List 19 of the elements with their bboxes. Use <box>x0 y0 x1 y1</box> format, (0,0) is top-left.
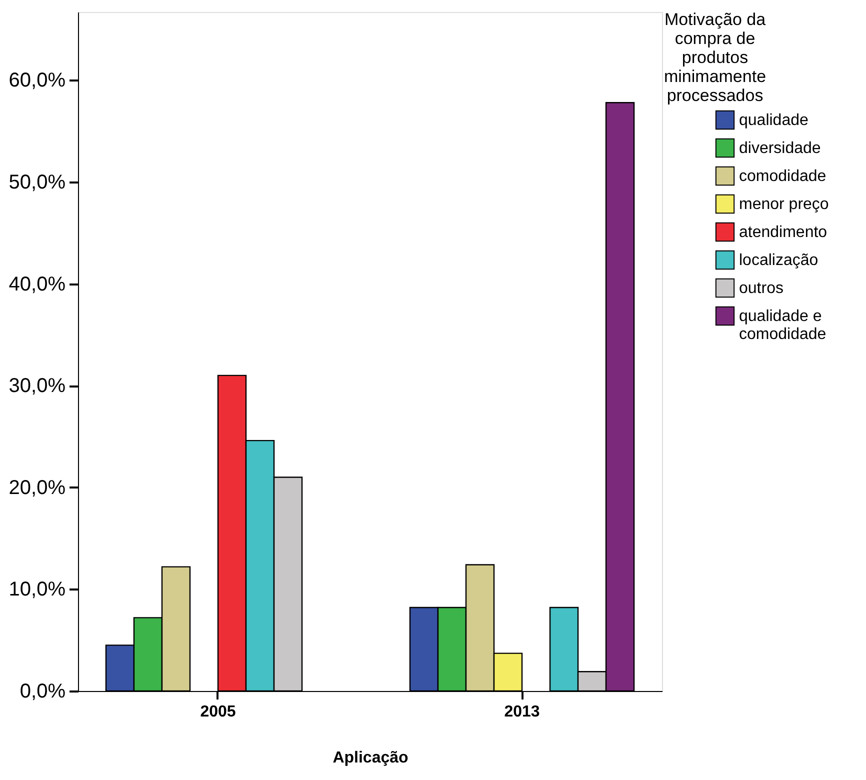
legend-title: Motivação da compra de produtos minimamente processados <box>664 10 766 105</box>
legend-label: diversidade <box>739 140 821 157</box>
legend-label: qualidade e comodidade <box>739 308 826 343</box>
legend-label: comodidade <box>739 168 826 185</box>
y-tick-label: 10,0% <box>8 578 66 601</box>
y-tick-label: 20,0% <box>8 476 66 499</box>
x-tick-label: 2013 <box>504 704 540 720</box>
y-tick-label: 60,0% <box>8 70 66 92</box>
legend-label: menor preço <box>739 196 829 213</box>
y-tick-label: 40,0% <box>8 273 66 296</box>
y-tick-label: 0,0% <box>20 680 66 702</box>
y-tick-label: 50,0% <box>8 172 66 194</box>
legend-label: atendimento <box>739 224 828 241</box>
x-tick-label: 2005 <box>200 704 236 720</box>
legend-label: localização <box>739 252 818 269</box>
x-axis-title: Aplicação <box>332 750 409 766</box>
legend-label: qualidade <box>739 112 808 129</box>
y-tick-label: 30,0% <box>8 375 66 398</box>
legend-label: outros <box>739 280 784 297</box>
